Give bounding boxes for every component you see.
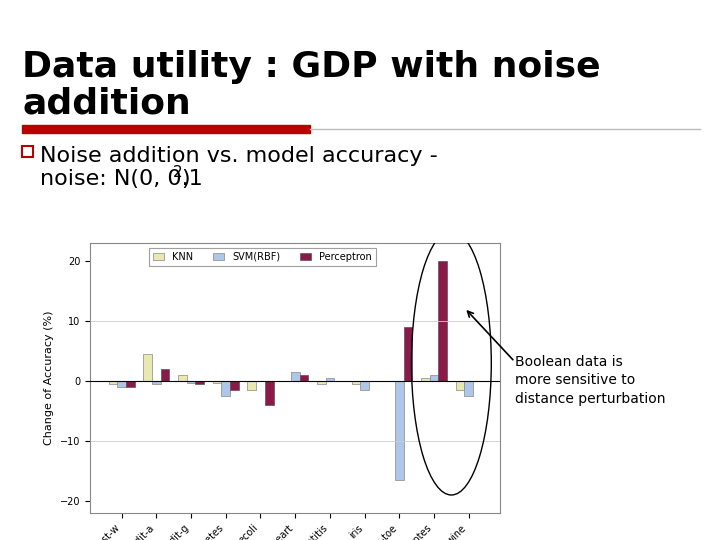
Bar bbox=[22, 146, 33, 157]
Bar bbox=[152, 381, 161, 384]
Bar bbox=[161, 369, 169, 381]
Text: Boolean data is
more sensitive to
distance perturbation: Boolean data is more sensitive to distan… bbox=[515, 355, 665, 406]
Y-axis label: Change of Accuracy (%): Change of Accuracy (%) bbox=[44, 310, 54, 446]
Bar bbox=[421, 378, 430, 381]
Bar bbox=[178, 375, 186, 381]
Bar bbox=[195, 381, 204, 384]
Bar bbox=[351, 381, 360, 384]
Bar bbox=[291, 372, 300, 381]
Bar bbox=[404, 327, 413, 381]
Bar bbox=[143, 354, 152, 381]
Bar bbox=[109, 381, 117, 384]
Text: Data utility : GDP with noise: Data utility : GDP with noise bbox=[22, 50, 600, 84]
Text: addition: addition bbox=[22, 87, 191, 121]
Bar bbox=[317, 381, 325, 384]
Bar bbox=[230, 381, 239, 390]
Bar bbox=[213, 381, 222, 383]
Bar bbox=[186, 381, 195, 383]
Text: ): ) bbox=[181, 169, 189, 189]
Text: 2: 2 bbox=[173, 165, 183, 180]
Bar bbox=[126, 381, 135, 387]
Bar bbox=[117, 381, 126, 387]
Bar bbox=[222, 381, 230, 396]
Text: Noise addition vs. model accuracy -: Noise addition vs. model accuracy - bbox=[40, 146, 438, 166]
Bar bbox=[438, 261, 447, 381]
Bar bbox=[360, 381, 369, 390]
Bar bbox=[395, 381, 404, 480]
Bar bbox=[430, 375, 438, 381]
Bar bbox=[300, 375, 308, 381]
Legend: KNN, SVM(RBF), Perceptron: KNN, SVM(RBF), Perceptron bbox=[149, 248, 376, 266]
Bar bbox=[248, 381, 256, 390]
Bar bbox=[464, 381, 473, 396]
Bar bbox=[325, 378, 334, 381]
Text: noise: N(0, 0.1: noise: N(0, 0.1 bbox=[40, 169, 203, 189]
Bar bbox=[265, 381, 274, 405]
Bar bbox=[456, 381, 464, 390]
